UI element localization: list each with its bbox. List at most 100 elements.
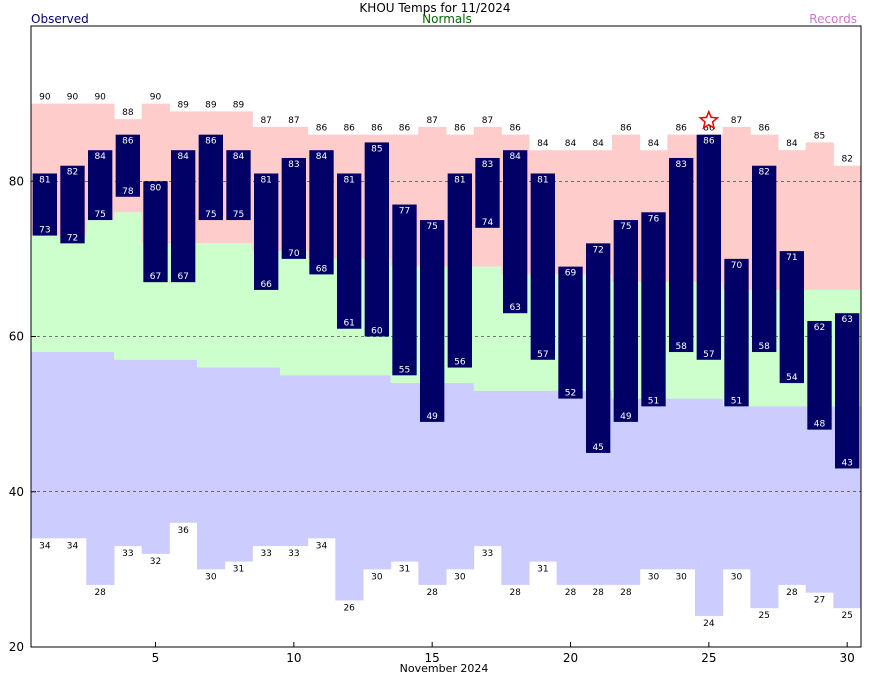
observed-bar [32, 173, 58, 236]
record-low-band [280, 375, 309, 547]
record-high-band [556, 150, 585, 275]
observed-bar [281, 157, 307, 259]
record-low-band [639, 398, 668, 570]
observed-high-label: 71 [786, 253, 797, 263]
record-high-label: 87 [288, 116, 299, 126]
observed-low-label: 66 [260, 280, 272, 290]
observed-low-label: 43 [841, 458, 852, 468]
observed-bar [779, 251, 805, 384]
record-low-band [501, 390, 530, 585]
observed-high-label: 76 [648, 214, 660, 224]
record-low-label: 34 [316, 541, 328, 551]
record-high-label: 89 [205, 100, 217, 110]
record-low-band [86, 352, 115, 585]
record-low-label: 33 [260, 549, 271, 559]
observed-high-label: 84 [509, 152, 521, 162]
record-low-band [141, 359, 170, 554]
observed-bar [143, 181, 168, 283]
observed-low-label: 57 [703, 350, 714, 360]
record-high-label: 89 [233, 100, 245, 110]
record-low-band [252, 367, 281, 547]
record-low-band [473, 390, 502, 547]
record-high-label: 82 [841, 155, 852, 165]
record-low-band [805, 406, 834, 593]
record-low-label: 28 [94, 588, 106, 598]
observed-bar [641, 212, 666, 407]
record-low-band [224, 367, 253, 562]
record-high-label: 90 [150, 93, 162, 103]
record-low-band [31, 352, 60, 539]
record-low-band [667, 398, 696, 570]
observed-high-label: 82 [67, 168, 78, 178]
observed-high-label: 80 [150, 183, 162, 193]
x-tick-label: 10 [286, 651, 301, 665]
record-high-label: 86 [371, 124, 383, 134]
record-low-label: 28 [786, 588, 798, 598]
record-low-label: 30 [454, 572, 466, 582]
observed-low-label: 54 [786, 373, 798, 383]
observed-high-label: 86 [205, 137, 217, 147]
y-tick-label: 40 [9, 485, 24, 499]
record-low-band [390, 383, 419, 562]
record-low-label: 30 [205, 572, 217, 582]
observed-high-label: 70 [731, 261, 743, 271]
y-tick-label: 20 [9, 640, 24, 654]
observed-high-label: 63 [841, 315, 852, 325]
record-low-label: 33 [122, 549, 133, 559]
record-high-label: 88 [122, 108, 134, 118]
observed-bar [613, 220, 639, 422]
observed-high-label: 84 [177, 152, 189, 162]
observed-high-label: 75 [426, 222, 437, 232]
observed-low-label: 75 [205, 210, 216, 220]
record-low-band [556, 390, 585, 585]
observed-low-label: 56 [454, 358, 466, 368]
observed-bar [502, 150, 528, 314]
record-low-label: 32 [150, 557, 161, 567]
observed-low-label: 49 [620, 412, 632, 422]
observed-low-label: 51 [648, 396, 659, 406]
observed-bar [751, 165, 777, 353]
observed-bar [696, 134, 722, 360]
record-low-label: 31 [233, 565, 244, 575]
normal-band [31, 235, 60, 353]
record-high-label: 86 [454, 124, 466, 134]
record-high-label: 86 [703, 124, 715, 134]
record-low-label: 26 [343, 603, 355, 613]
record-low-band [197, 367, 226, 570]
observed-low-label: 63 [509, 303, 520, 313]
x-tick-label: 20 [563, 651, 578, 665]
record-low-label: 28 [565, 588, 577, 598]
x-tick-label: 15 [425, 651, 440, 665]
observed-low-label: 51 [731, 396, 742, 406]
record-high-label: 87 [482, 116, 493, 126]
record-low-label: 25 [758, 611, 769, 621]
observed-bar [60, 165, 85, 244]
observed-bar [530, 173, 556, 360]
observed-high-label: 83 [675, 160, 686, 170]
record-high-label: 89 [177, 100, 189, 110]
observed-high-label: 81 [260, 175, 271, 185]
observed-low-label: 45 [592, 443, 603, 453]
observed-low-label: 60 [371, 327, 383, 337]
axes: 20 40 60 80 5 10 15 20 25 30 [9, 174, 855, 665]
observed-high-label: 72 [592, 245, 603, 255]
record-low-band [446, 383, 475, 570]
observed-high-label: 81 [454, 175, 465, 185]
observed-bar [364, 142, 390, 337]
observed-bar [392, 204, 417, 376]
record-low-label: 36 [177, 526, 189, 536]
normal-band [86, 220, 115, 353]
observed-low-label: 70 [288, 249, 300, 259]
normal-band [58, 235, 87, 353]
observed-high-label: 81 [537, 175, 548, 185]
observed-bar [447, 173, 473, 368]
y-tick-label: 60 [9, 330, 24, 344]
observed-high-label: 83 [482, 160, 493, 170]
observed-low-label: 58 [675, 342, 687, 352]
observed-high-label: 85 [371, 144, 382, 154]
observed-low-label: 55 [399, 365, 410, 375]
observed-high-label: 62 [814, 323, 825, 333]
record-low-band [750, 406, 779, 609]
observed-high-label: 75 [620, 222, 631, 232]
